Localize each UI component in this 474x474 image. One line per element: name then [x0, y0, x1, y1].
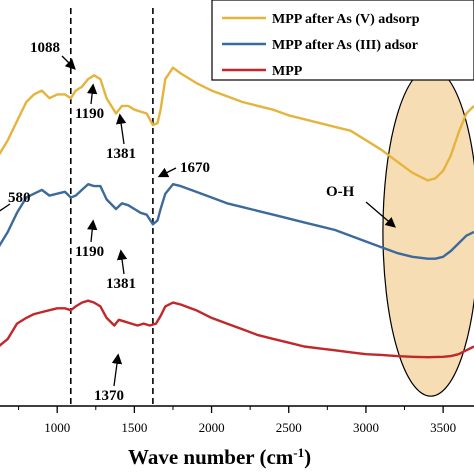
x-tick-label: 3000	[353, 420, 379, 435]
annotation-arrow	[115, 113, 127, 145]
annotation-label: 1190	[75, 106, 104, 122]
annotation-arrow	[61, 55, 76, 70]
annotation-label: 1670	[180, 160, 210, 176]
annotation-label: 1190	[75, 244, 104, 260]
annotation-arrow	[111, 353, 123, 387]
x-axis-title: Wave number (cm-1)	[128, 445, 311, 469]
annotation-arrow	[365, 201, 396, 228]
annotation-label: 580	[8, 190, 31, 206]
annotation-label: 1088	[30, 40, 60, 56]
annotation-leader	[0, 203, 11, 212]
legend-label-1: MPP after As (V) adsorp	[272, 12, 420, 27]
legend-box	[211, 0, 474, 81]
x-axis-title-close: )	[304, 445, 311, 469]
annotation-label: 1370	[94, 388, 124, 404]
legend-label-2: MPP after As (III) adsor	[272, 38, 418, 53]
annotation-label: O-H	[326, 184, 355, 200]
annotation-arrow	[86, 83, 98, 105]
x-tick-label: 1000	[44, 420, 70, 435]
x-axis-title-main: Wave number (cm	[128, 445, 294, 469]
annotation-label: 1381	[106, 276, 136, 292]
series-line-3	[0, 299, 474, 359]
x-tick-label: 3500	[430, 420, 456, 435]
series-line-1	[0, 66, 474, 182]
x-tick-label: 1500	[121, 420, 147, 435]
x-tick-label: 2000	[199, 420, 225, 435]
annotation-arrow	[87, 219, 98, 243]
annotation-arrow	[116, 249, 128, 275]
x-axis-title-sup: -1	[293, 445, 304, 460]
annotation-arrow	[157, 167, 177, 178]
legend: MPP after As (V) adsorp MPP after As (III…	[211, 0, 474, 81]
x-tick-label: 2500	[276, 420, 302, 435]
series-line-2	[0, 183, 474, 260]
annotation-label: 1381	[106, 146, 136, 162]
legend-label-3: MPP	[272, 64, 303, 79]
oh-highlight-ellipse	[382, 67, 474, 397]
